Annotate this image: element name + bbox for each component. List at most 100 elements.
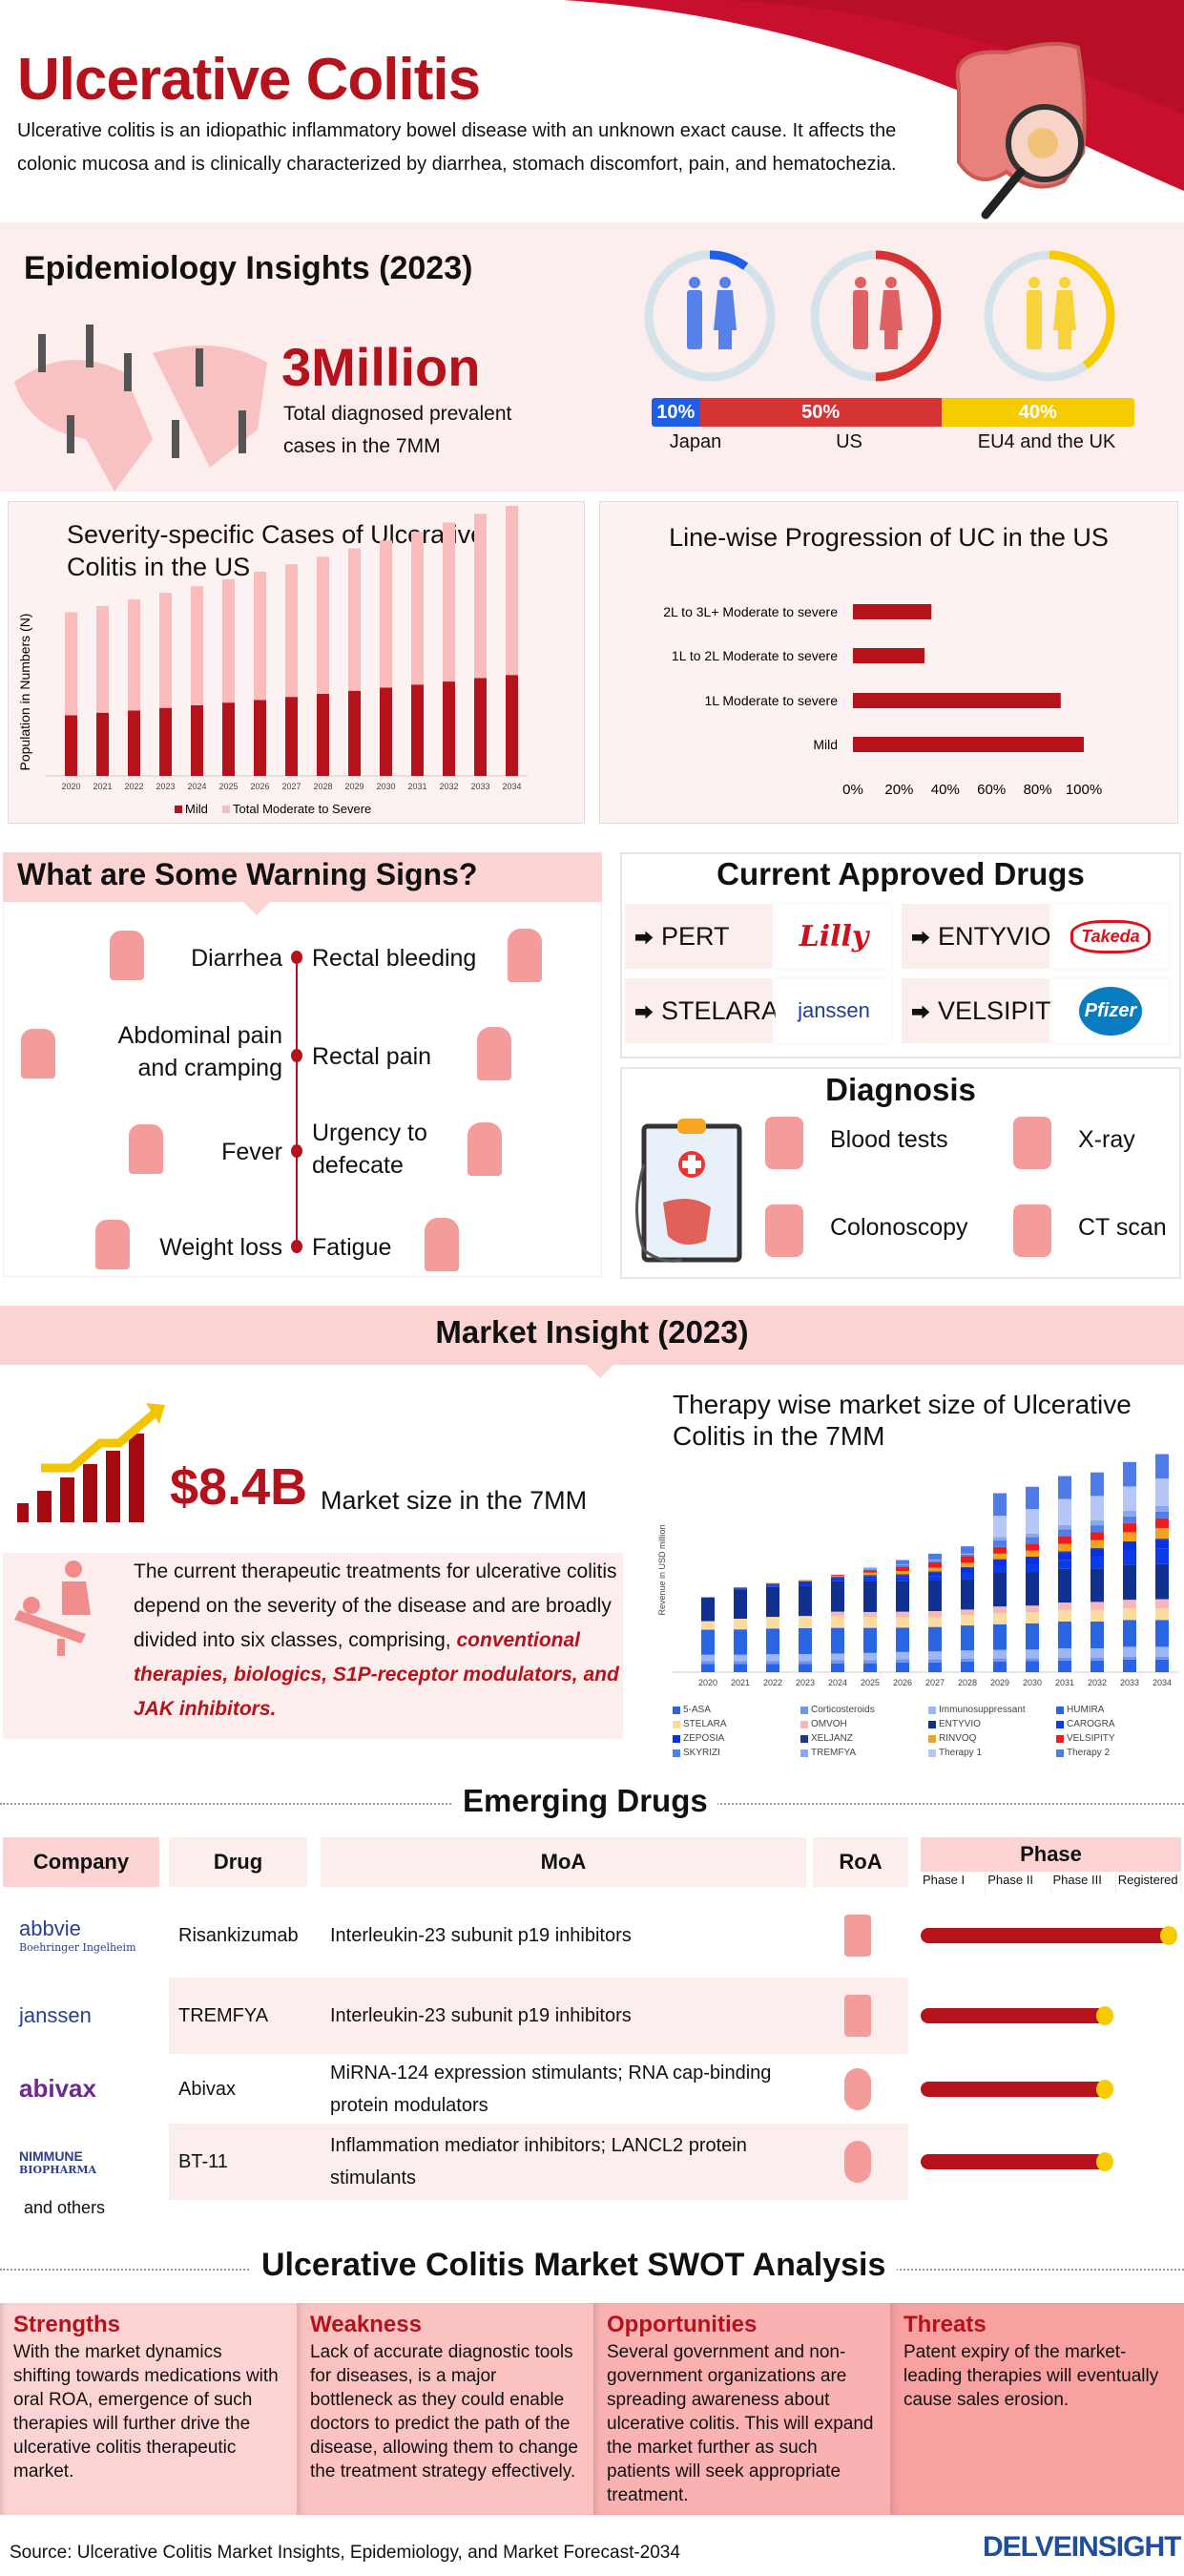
table-row <box>169 1895 908 1976</box>
bar-stelara <box>1123 1608 1136 1621</box>
x-tick-label: 0% <box>842 782 863 798</box>
bar-carogra <box>1091 1557 1104 1569</box>
bar-corticosteroids <box>831 1660 844 1664</box>
bar-omvoh <box>993 1606 1007 1614</box>
bar-total-moderate-to-severe <box>191 586 203 705</box>
severity-chart: 2020 2021 2022 2023 2024 2025 2026 2027 2028 2029… <box>17 506 528 816</box>
bar-immunosuppressant <box>896 1651 909 1660</box>
company-logo-abbvie: abbvie Boehringer Ingelheim <box>19 1899 153 1971</box>
and-others-label: and others <box>24 2198 106 2217</box>
therapy-market-chart: 2020 2021 2022 2023 2024 2025 2026 2027 2028 2029… <box>657 1454 1178 1687</box>
legend-swatch <box>673 1706 680 1714</box>
moa-cell: Interleukin-23 subunit p19 inhibitors <box>330 2005 632 2026</box>
source-note: Source: Ulcerative Colitis Market Insigh… <box>10 2543 680 2563</box>
bar-skyrizi <box>1123 1516 1136 1523</box>
bar-stelara <box>734 1619 747 1630</box>
bar-tremfya <box>1155 1505 1169 1512</box>
legend-label: Corticosteroids <box>811 1705 875 1715</box>
bar-skyrizi <box>1058 1529 1071 1537</box>
market-size-label: Market size in the 7MM <box>321 1486 588 1515</box>
bar-mild <box>128 710 140 776</box>
symptom-icon-weight <box>95 1220 130 1269</box>
legend-label: OMVOH <box>811 1719 847 1729</box>
region-labels: Japan US EU4 and the UK <box>652 431 1134 456</box>
logo-text: Lilly <box>799 919 869 953</box>
x-tick-label: 2034 <box>1153 1678 1172 1687</box>
legend-item: ZEPOSIA <box>673 1733 724 1744</box>
company-logo-janssen: janssen <box>776 978 892 1043</box>
colon-magnifier-illustration <box>955 42 1087 220</box>
legend-swatch <box>673 1734 680 1743</box>
diagnosis-item: X-ray <box>1078 1126 1135 1153</box>
bar-total-moderate-to-severe <box>159 593 172 708</box>
bar-mild <box>380 687 392 776</box>
bar-rinvoq <box>928 1567 942 1572</box>
bar-carogra <box>766 1585 779 1587</box>
bar-corticosteroids <box>734 1661 747 1665</box>
bar-corticosteroids <box>1091 1657 1104 1661</box>
therapy-chart-title: Therapy wise market size of Ulcerative C… <box>673 1390 1132 1451</box>
bar-zeposia <box>896 1575 909 1578</box>
bar-carogra <box>799 1583 812 1586</box>
phase-subheader: Phase I <box>921 1873 987 1895</box>
table-row <box>169 2124 908 2200</box>
x-tick-label: 60% <box>977 782 1006 798</box>
bar-5-asa <box>831 1663 844 1672</box>
bar-zeposia <box>799 1581 812 1584</box>
bar-velsipity <box>896 1566 909 1572</box>
bar-therapy-1 <box>1155 1478 1169 1506</box>
bar-zeposia <box>1123 1542 1136 1551</box>
progression-bar <box>853 737 1084 752</box>
market-text: The current therapeutic treatments for u… <box>134 1560 617 1651</box>
region-donuts <box>644 250 1115 382</box>
legend-label: XELJANZ <box>811 1733 853 1744</box>
legend-swatch <box>175 806 182 813</box>
x-tick-label: 2022 <box>124 782 143 791</box>
bar-tremfya <box>1058 1524 1071 1530</box>
bar-rinvoq <box>831 1575 844 1578</box>
drug-cell: TREMFYA <box>178 2005 269 2026</box>
company-name: abbvie <box>19 1916 81 1940</box>
donut-arc <box>984 250 1115 382</box>
x-tick-label: 2030 <box>376 782 395 791</box>
moa-cell: Interleukin-23 subunit p19 inhibitors <box>330 1924 632 1946</box>
bar-5-asa <box>993 1661 1007 1672</box>
drug-name: VELSIPITY <box>938 995 1069 1025</box>
bar-humira <box>1058 1621 1071 1649</box>
bar-tremfya <box>1026 1533 1039 1538</box>
bar-rinvoq <box>1058 1543 1071 1552</box>
company-logo-lilly: Lilly <box>776 904 892 969</box>
legend-label: ZEPOSIA <box>683 1733 725 1744</box>
progression-bar <box>853 693 1061 708</box>
bar-therapy-2 <box>896 1560 909 1565</box>
header-pointer <box>243 902 270 915</box>
doctor-patient-icon <box>14 1560 91 1656</box>
region-share-1: 50% <box>699 398 942 427</box>
bar-humira <box>896 1627 909 1652</box>
bar-mild <box>254 700 266 776</box>
phase-progress-bar <box>921 1927 1169 1943</box>
legend-label: Therapy 2 <box>1067 1748 1111 1758</box>
legend-swatch <box>800 1706 808 1714</box>
bar-5-asa <box>961 1661 974 1672</box>
legend-item: TREMFYA <box>800 1748 856 1758</box>
bar-xeljanz <box>928 1571 942 1573</box>
region-label: Japan <box>652 431 739 456</box>
bar-skyrizi <box>993 1539 1007 1547</box>
company-logo-pfizer: Pfizer <box>1052 978 1169 1043</box>
clipboard-stethoscope-icon <box>635 1119 742 1263</box>
bar-rinvoq <box>1155 1527 1169 1539</box>
x-tick-label: 2021 <box>93 782 112 791</box>
moa-cell: Inflammation mediator inhibitors; LANCL2… <box>330 2135 747 2189</box>
bar-stelara <box>1091 1609 1104 1622</box>
market-insight-band <box>0 1306 1184 1365</box>
warning-sign-left: Fever <box>221 1139 282 1165</box>
logo-text: Pfizer <box>1078 986 1143 1036</box>
legend-swatch <box>222 806 230 813</box>
bar-zeposia <box>1026 1558 1039 1565</box>
swot-strengths: Strengths With the market dynamics shifti… <box>0 2303 297 2515</box>
approved-drug-pert: ⮕ PERT <box>625 904 773 969</box>
bar-immunosuppressant <box>1026 1649 1039 1659</box>
bar-therapy-2 <box>1058 1476 1071 1499</box>
bar-5-asa <box>863 1663 877 1672</box>
